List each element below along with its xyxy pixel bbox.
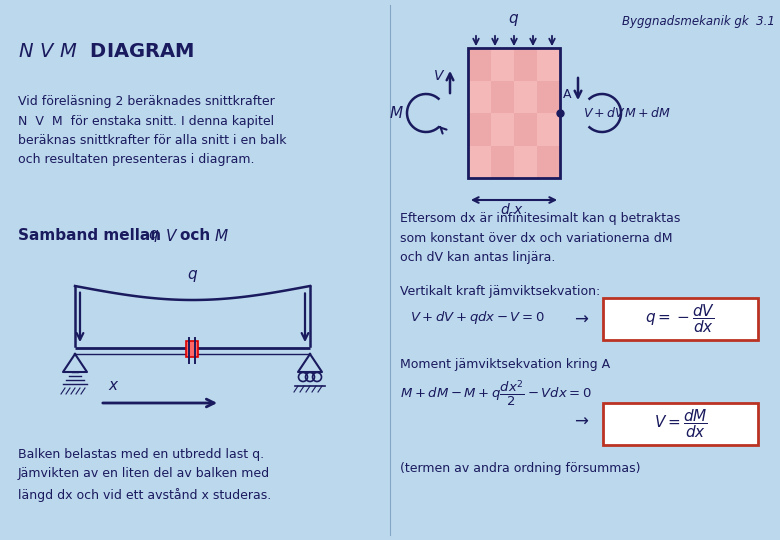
Bar [186,341,198,357]
Bar [468,48,560,178]
Bar [603,403,758,445]
Text: $\mathit{V}+\mathit{d}\mathit{V}$: $\mathit{V}+\mathit{d}\mathit{V}$ [583,106,626,120]
Bar [491,80,514,113]
Bar [603,298,758,340]
Text: Samband mellan: Samband mellan [18,228,166,243]
Text: $\mathit{q}$: $\mathit{q}$ [187,268,198,284]
Text: (termen av andra ordning försummas): (termen av andra ordning försummas) [400,462,640,475]
Text: $\mathit{d}\ \mathit{x}$: $\mathit{d}\ \mathit{x}$ [500,202,524,217]
Bar [468,48,560,178]
Text: $\mathit{V}+\mathit{d}\mathit{V}+\mathit{q}\mathit{d}\mathit{x}-\mathit{V}=0$: $\mathit{V}+\mathit{d}\mathit{V}+\mathit… [410,309,544,327]
Text: Byggnadsmekanik gk  3.1: Byggnadsmekanik gk 3.1 [622,15,775,28]
Bar [468,48,491,80]
Text: Vid föreläsning 2 beräknades snittkrafter
N  V  M  för enstaka snitt. I denna ka: Vid föreläsning 2 beräknades snittkrafte… [18,95,286,166]
Text: Eftersom dx är infinitesimalt kan q betraktas
som konstant över dx och variation: Eftersom dx är infinitesimalt kan q betr… [400,212,680,264]
Text: $\mathit{q}$: $\mathit{q}$ [509,12,519,28]
Bar [468,113,491,145]
Text: $\mathit{M}+\mathit{d}\mathit{M}-\mathit{M}+\mathit{q}\dfrac{\mathit{d}\mathit{x: $\mathit{M}+\mathit{d}\mathit{M}-\mathit… [400,378,592,408]
Text: $\mathit{V}=\dfrac{\mathit{d}\mathit{M}}{\mathit{d}\mathit{x}}$: $\mathit{V}=\dfrac{\mathit{d}\mathit{M}}… [654,408,707,441]
Text: $\mathit{q}$: $\mathit{q}$ [148,228,159,244]
Bar [491,145,514,178]
Bar [514,113,537,145]
Text: $\mathit{M}$: $\mathit{M}$ [214,228,229,244]
Text: Vertikalt kraft jämviktsekvation:: Vertikalt kraft jämviktsekvation: [400,285,601,298]
Text: Moment jämviktsekvation kring A: Moment jämviktsekvation kring A [400,358,610,371]
Text: $\mathit{x}$: $\mathit{x}$ [108,378,119,393]
Text: $\rightarrow$: $\rightarrow$ [571,411,589,429]
Text: $\rightarrow$: $\rightarrow$ [571,309,589,327]
Bar [537,145,560,178]
Text: $\mathit{M}$: $\mathit{M}$ [389,105,404,121]
Text: och: och [180,228,215,243]
Bar [514,48,537,80]
Text: A: A [563,88,572,101]
Text: $\mathit{q}=-\dfrac{\mathit{d}\mathit{V}}{\mathit{d}\mathit{x}}$: $\mathit{q}=-\dfrac{\mathit{d}\mathit{V}… [645,302,715,335]
Text: Balken belastas med en utbredd last q.
Jämvikten av en liten del av balken med
l: Balken belastas med en utbredd last q. J… [18,448,271,502]
Text: $\mathit{V}$: $\mathit{V}$ [433,69,445,83]
Text: $\mathit{V}$: $\mathit{V}$ [165,228,179,244]
Bar [537,80,560,113]
Text: $\mathit{N}$ $\mathit{V}$ $\mathit{M}$  DIAGRAM: $\mathit{N}$ $\mathit{V}$ $\mathit{M}$ D… [18,42,194,61]
Text: $\mathit{M}+\mathit{d}\mathit{M}$: $\mathit{M}+\mathit{d}\mathit{M}$ [624,106,671,120]
